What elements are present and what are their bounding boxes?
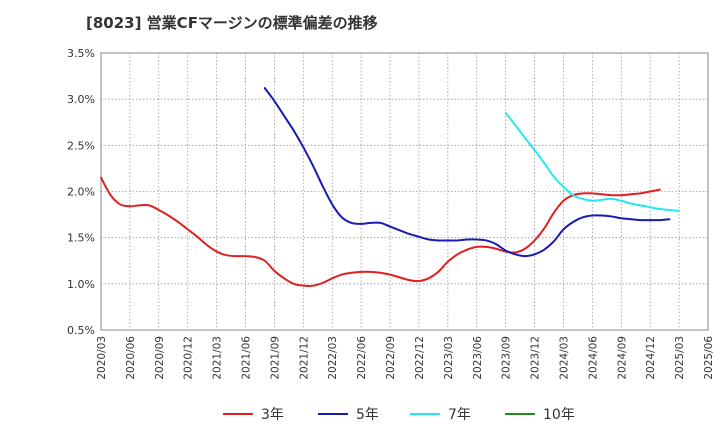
x-tick-label: 2023/03 bbox=[443, 336, 455, 380]
x-tick-label: 2020/03 bbox=[96, 336, 108, 380]
x-tick-label: 2022/12 bbox=[414, 336, 426, 380]
grid-layer bbox=[100, 52, 709, 331]
x-tick-label: 2024/03 bbox=[558, 336, 570, 380]
y-tick-label: 1.5% bbox=[67, 232, 95, 245]
x-tick-label: 2022/03 bbox=[327, 336, 339, 380]
y-tick-label: 3.5% bbox=[67, 47, 95, 60]
x-tick-label: 2023/09 bbox=[501, 336, 513, 380]
x-tick-label: 2020/12 bbox=[183, 336, 195, 380]
y-tick-label: 3.0% bbox=[67, 93, 95, 106]
plot-frame bbox=[100, 52, 709, 331]
legend-label: 5年 bbox=[356, 407, 379, 423]
x-tick-label: 2020/06 bbox=[125, 336, 137, 380]
legend-label: 3年 bbox=[261, 407, 284, 423]
series-line-2 bbox=[263, 87, 671, 258]
x-tick-label: 2021/09 bbox=[269, 336, 281, 380]
x-tick-label: 2025/03 bbox=[674, 336, 686, 380]
x-tick-label: 2024/06 bbox=[587, 336, 599, 380]
y-tick-label: 2.0% bbox=[67, 186, 95, 199]
series-layer bbox=[100, 87, 681, 287]
chart-title: [8023] 営業CFマージンの標準偏差の推移 bbox=[86, 14, 378, 32]
y-tick-label: 0.5% bbox=[67, 324, 95, 337]
x-tick-label: 2022/06 bbox=[356, 336, 368, 380]
y-tick-label: 1.0% bbox=[67, 278, 95, 291]
x-tick-label: 2025/06 bbox=[703, 336, 715, 380]
y-axis-ticks: 0.5% 1.0% 1.5% 2.0% 2.5% 3.0% 3.5% bbox=[67, 47, 95, 337]
x-tick-label: 2022/09 bbox=[385, 336, 397, 380]
x-tick-label: 2021/03 bbox=[212, 336, 224, 380]
series-line-1 bbox=[100, 176, 661, 287]
legend: 3年 5年 7年 10年 bbox=[223, 407, 575, 423]
x-tick-label: 2021/12 bbox=[298, 336, 310, 380]
legend-label: 10年 bbox=[543, 407, 575, 423]
x-tick-label: 2023/12 bbox=[530, 336, 542, 380]
legend-label: 7年 bbox=[448, 407, 471, 423]
x-tick-label: 2020/09 bbox=[154, 336, 166, 380]
series-line-3 bbox=[504, 112, 681, 212]
y-tick-label: 2.5% bbox=[67, 139, 95, 152]
x-tick-label: 2024/12 bbox=[645, 336, 657, 380]
x-tick-label: 2023/06 bbox=[472, 336, 484, 380]
x-axis-ticks: 2020/03 2020/06 2020/09 2020/12 2021/03 2021/… bbox=[96, 336, 715, 380]
x-tick-label: 2024/09 bbox=[616, 336, 628, 380]
x-tick-label: 2021/06 bbox=[241, 336, 253, 380]
